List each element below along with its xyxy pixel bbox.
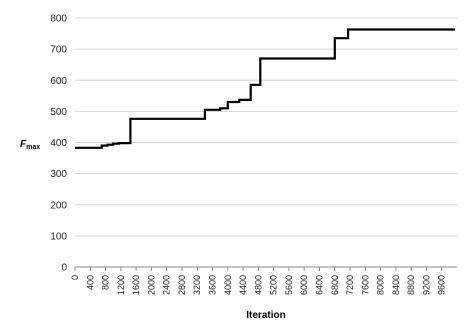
x-tick-label: 6400 <box>314 275 324 295</box>
x-tick-label: 7600 <box>360 275 370 295</box>
x-tick-label: 1200 <box>116 275 126 295</box>
x-tick-label: 6800 <box>330 275 340 295</box>
x-tick-label: 8800 <box>406 275 416 295</box>
x-tick-label: 2400 <box>162 275 172 295</box>
y-tick-label: 500 <box>50 107 67 118</box>
x-tick-label: 3600 <box>208 275 218 295</box>
y-axis-label-subscript: max <box>26 144 40 151</box>
x-tick-label: 7200 <box>345 275 355 295</box>
gridlines <box>75 17 457 268</box>
x-tick-label: 4400 <box>238 275 248 295</box>
x-tick-label: 5600 <box>284 275 294 295</box>
y-tick-label: 200 <box>50 200 67 211</box>
x-tick-label: 6000 <box>299 275 309 295</box>
x-tick-label: 8000 <box>376 275 386 295</box>
x-tick-label: 5200 <box>269 275 279 295</box>
x-tick-label: 2800 <box>177 275 187 295</box>
y-tick-label: 100 <box>50 231 67 242</box>
x-tick-label: 2000 <box>146 275 156 295</box>
y-tick-label: 400 <box>50 138 67 149</box>
y-tick-labels: 0 100 200 300 400 500 600 700 800 <box>50 14 67 274</box>
y-axis-label-main: F <box>20 139 27 150</box>
series-line-0 <box>75 28 456 149</box>
x-tick-label: 400 <box>85 275 95 290</box>
y-tick-label: 0 <box>61 263 67 274</box>
y-tick-label: 300 <box>50 169 67 180</box>
x-tick-label: 800 <box>101 275 111 290</box>
x-axis-label: Iteration <box>246 310 285 321</box>
x-tick-label: 3200 <box>192 275 202 295</box>
x-tick-label: 9600 <box>437 275 447 295</box>
x-tick-label: 1600 <box>131 275 141 295</box>
y-tick-label: 600 <box>50 76 67 87</box>
y-tick-label: 700 <box>50 45 67 56</box>
x-tick-label: 8400 <box>391 275 401 295</box>
x-tick-label: 9200 <box>421 275 431 295</box>
y-tick-label: 800 <box>50 14 67 25</box>
x-tick-label: 4000 <box>223 275 233 295</box>
series-layer <box>75 28 456 149</box>
x-tick-labels: 0 400 800 1200 1600 2000 2400 2800 3200 3600 4000 4… <box>70 267 447 295</box>
y-axis-label: Fmax <box>20 139 40 151</box>
x-tick-label: 4800 <box>253 275 263 295</box>
x-tick-label: 0 <box>70 275 80 280</box>
